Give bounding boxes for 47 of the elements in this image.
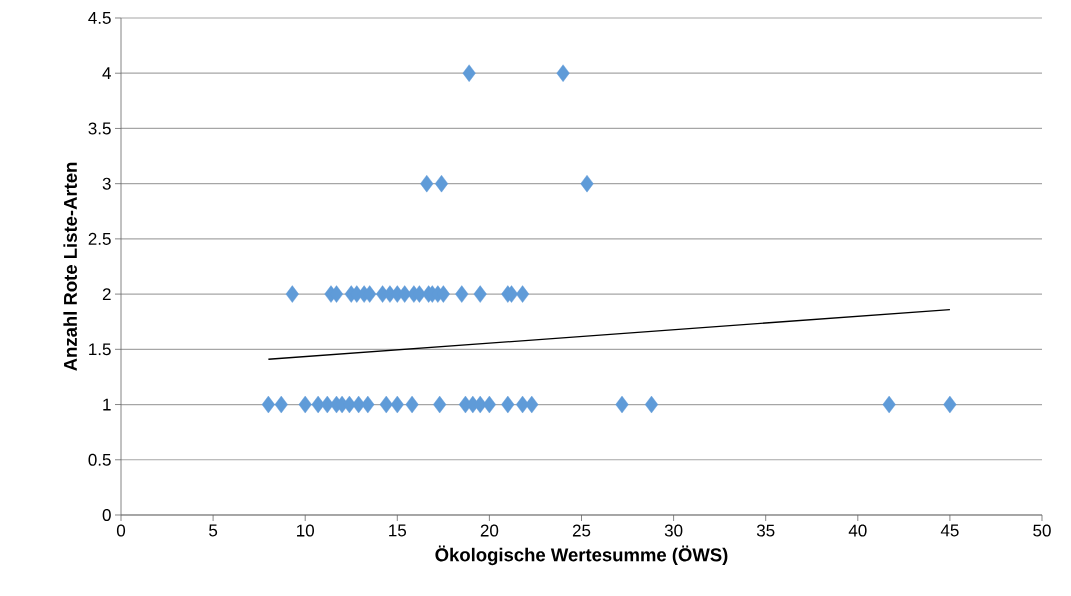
x-tick-label: 10 <box>297 524 314 537</box>
y-tick-label: 1 <box>103 398 111 411</box>
y-tick-label: 1.5 <box>89 343 111 356</box>
x-tick-label: 35 <box>756 524 775 537</box>
point <box>462 64 476 82</box>
point <box>644 395 659 414</box>
point <box>473 285 487 303</box>
x-tick-label: 40 <box>848 524 867 537</box>
point <box>882 395 896 414</box>
point <box>455 285 469 303</box>
x-axis-title: Ökologische Wertesumme (ÖWS) <box>435 545 728 566</box>
point <box>943 395 957 414</box>
point <box>361 395 375 414</box>
point <box>515 285 530 303</box>
point <box>482 395 496 414</box>
x-tick-label: 5 <box>209 524 218 537</box>
point <box>615 395 629 414</box>
point <box>433 395 447 414</box>
point <box>285 285 299 303</box>
point <box>379 395 393 414</box>
y-tick-label: 4 <box>102 67 111 80</box>
x-tick-label: 25 <box>572 524 591 537</box>
point <box>390 395 404 414</box>
x-tick-label: 50 <box>1033 524 1051 537</box>
x-tick-label: 0 <box>116 524 126 537</box>
point <box>298 395 312 414</box>
x-tick-label: 45 <box>940 524 959 537</box>
y-tick-label: 4.5 <box>88 12 111 24</box>
point <box>501 395 515 414</box>
y-tick-label: 3 <box>102 177 111 190</box>
y-tick-label: 2.5 <box>88 232 111 245</box>
point <box>405 395 419 414</box>
y-tick-label: 3.5 <box>88 122 111 135</box>
point <box>261 395 275 414</box>
x-tick-label: 20 <box>480 524 499 537</box>
x-tick-label: 30 <box>664 524 683 537</box>
point <box>274 395 288 414</box>
point <box>580 174 594 193</box>
y-axis-title: Anzahl Rote Liste-Arten <box>63 162 77 371</box>
y-tick-label: 2 <box>102 288 111 301</box>
point <box>420 174 434 193</box>
y-tick-label: 0.5 <box>88 453 111 466</box>
point <box>434 174 449 193</box>
point <box>525 395 539 414</box>
y-tick-label: 0 <box>102 508 111 522</box>
x-tick-label: 15 <box>389 524 407 537</box>
point <box>556 64 570 82</box>
